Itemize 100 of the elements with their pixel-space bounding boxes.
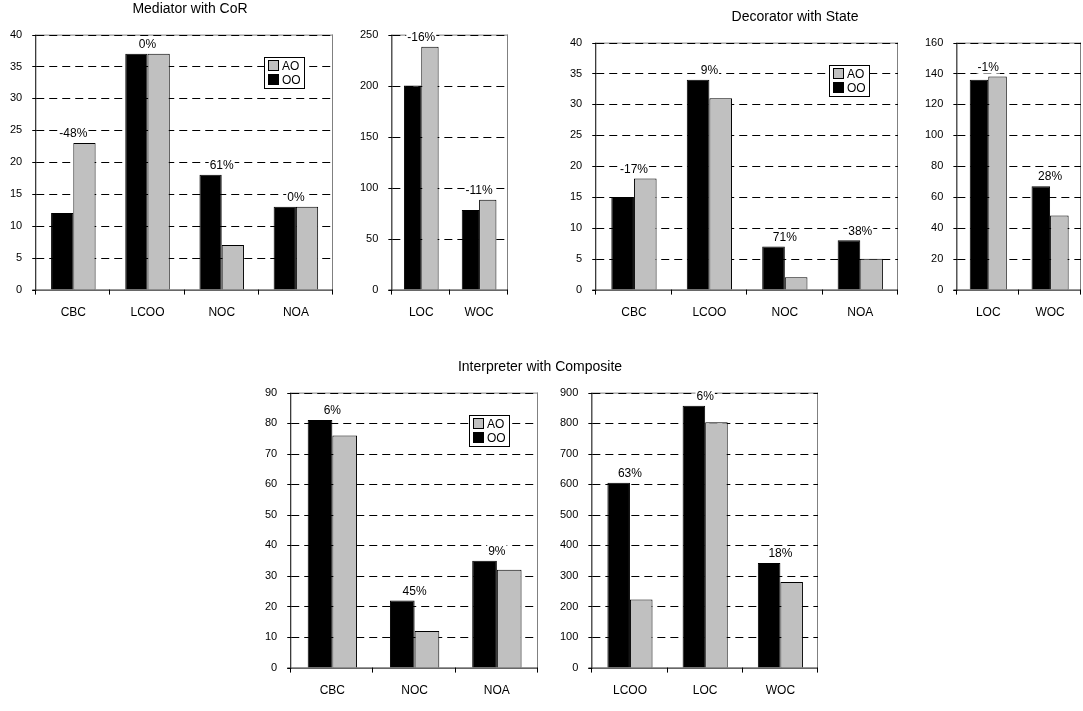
annotation: -16% (407, 30, 436, 45)
y-tick-label: 160 (924, 35, 944, 48)
bar (686, 79, 710, 290)
annotation: -17% (619, 161, 649, 176)
y-tick-label: 120 (924, 97, 944, 110)
y-tick-label: 0 (16, 282, 23, 295)
bar (682, 405, 706, 668)
y-tick-label: 40 (569, 35, 583, 48)
y-tick-label: 0 (372, 282, 379, 295)
y-tick-label: 60 (931, 190, 944, 203)
chart-title: Mediator with CoR (131, 0, 249, 16)
y-tick-label: 100 (559, 630, 579, 643)
legend-label: OO (487, 430, 506, 445)
y-tick-label: 10 (264, 630, 278, 643)
x-tick-label: NOC (208, 305, 236, 320)
y-tick-label: 5 (16, 250, 23, 263)
x-tick-label: NOC (401, 683, 429, 698)
y-tick-label: 20 (264, 599, 278, 612)
annotation: -1% (977, 59, 1000, 74)
annotation: 6% (696, 389, 715, 404)
y-tick-label: 50 (264, 507, 278, 520)
y-tick-label: 800 (559, 416, 579, 429)
y-tick-label: 90 (264, 385, 278, 398)
annotation: 61% (209, 158, 235, 173)
y-tick-label: 400 (559, 538, 579, 551)
y-tick-label: 500 (559, 507, 579, 520)
annotation: 9% (488, 543, 506, 558)
y-tick-label: 0 (576, 282, 583, 295)
y-tick-label: 25 (9, 123, 23, 136)
annotation: -11% (465, 183, 493, 198)
y-tick-label: 35 (9, 59, 23, 72)
legend-label: AO (487, 416, 505, 431)
y-tick-label: 100 (924, 128, 944, 141)
x-tick-label: NOA (847, 305, 874, 320)
annotation: 28% (1038, 169, 1063, 184)
bar (969, 79, 989, 290)
annotation: 18% (768, 546, 793, 561)
annotation: 0% (287, 190, 305, 205)
y-tick-label: 0 (271, 660, 278, 673)
y-tick-label: 10 (9, 218, 23, 231)
x-tick-label: LOC (975, 305, 1001, 320)
y-tick-label: 0 (572, 660, 579, 673)
x-tick-label: WOC (464, 305, 495, 320)
x-tick-label: LCOO (612, 683, 647, 698)
y-tick-label: 15 (569, 190, 583, 203)
y-tick-label: 20 (931, 251, 944, 264)
y-tick-label: 600 (559, 477, 579, 490)
x-tick-label: LOC (408, 305, 434, 320)
y-tick-label: 20 (9, 155, 23, 168)
y-tick-label: 100 (359, 180, 379, 193)
y-tick-label: 70 (264, 446, 278, 459)
y-tick-label: 200 (559, 599, 579, 612)
x-tick-label: NOA (282, 305, 309, 320)
y-tick-label: 30 (264, 568, 278, 581)
annotation: 63% (617, 466, 643, 481)
y-tick-label: 80 (931, 159, 944, 172)
x-tick-label: LCOO (130, 305, 165, 320)
x-tick-label: NOA (483, 683, 510, 698)
y-tick-label: 700 (559, 446, 579, 459)
x-tick-label: CBC (60, 305, 87, 320)
legend-label: AO (847, 66, 865, 81)
legend-label: OO (847, 80, 866, 95)
annotation: 38% (848, 223, 873, 238)
x-tick-label: LOC (692, 683, 718, 698)
y-tick-label: 250 (359, 27, 379, 40)
y-tick-label: 25 (569, 128, 583, 141)
x-tick-label: WOC (765, 683, 796, 698)
x-tick-label: WOC (1035, 305, 1066, 320)
y-tick-label: 40 (9, 27, 23, 40)
y-tick-label: 10 (569, 220, 583, 233)
y-tick-label: 150 (359, 129, 379, 142)
y-tick-label: 40 (931, 220, 944, 233)
chart-title: Interpreter with Composite (456, 358, 624, 374)
bar (403, 85, 422, 290)
x-tick-label: CBC (319, 683, 346, 698)
y-tick-label: 80 (264, 416, 278, 429)
annotation: -48% (59, 126, 88, 141)
y-tick-label: 15 (9, 187, 23, 200)
y-tick-label: 300 (559, 568, 579, 581)
legend-label: AO (282, 58, 300, 73)
y-tick-label: 40 (264, 538, 278, 551)
annotation: 45% (402, 583, 427, 598)
y-tick-label: 30 (569, 97, 583, 110)
y-tick-label: 0 (937, 282, 944, 295)
y-tick-label: 50 (366, 231, 379, 244)
annotation: 6% (323, 403, 342, 418)
chart-title: Decorator with State (730, 8, 860, 24)
y-tick-label: 20 (569, 159, 583, 172)
y-tick-label: 30 (9, 91, 23, 104)
x-tick-label: NOC (771, 305, 799, 320)
y-tick-label: 900 (559, 385, 579, 398)
annotation: 71% (772, 229, 798, 244)
y-tick-label: 140 (924, 66, 944, 79)
y-tick-label: 60 (264, 477, 278, 490)
y-tick-label: 200 (359, 78, 379, 91)
annotation: 0% (138, 37, 157, 52)
annotation: 9% (700, 62, 719, 77)
x-tick-label: LCOO (692, 305, 727, 320)
x-tick-label: CBC (621, 305, 647, 320)
legend-label: OO (282, 72, 301, 87)
